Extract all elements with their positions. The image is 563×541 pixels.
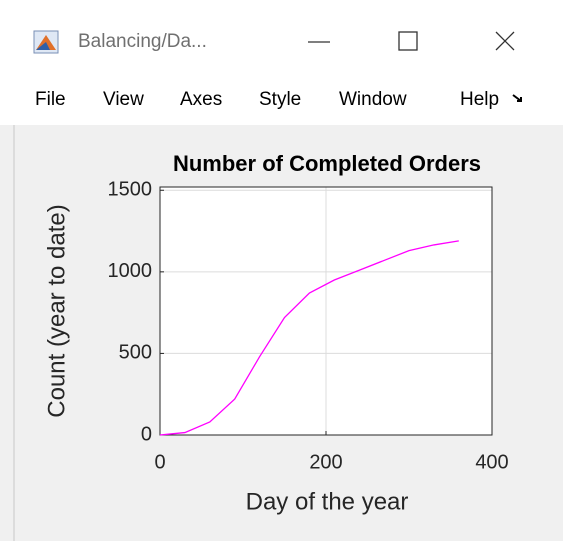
x-tick-label: 400	[475, 451, 508, 473]
toolbar-toggle[interactable]	[512, 94, 522, 102]
y-tick-label: 1500	[108, 179, 153, 201]
x-tick-label: 200	[309, 451, 342, 473]
x-tick-label: 0	[154, 451, 165, 473]
x-axis-label: Day of the year	[246, 488, 409, 515]
maximize-button[interactable]	[398, 31, 418, 51]
data-line	[159, 240, 459, 436]
y-tick-label: 500	[119, 342, 152, 364]
menu-item[interactable]: Axes	[180, 89, 222, 110]
menu-item[interactable]: Style	[259, 89, 301, 110]
y-tick-label: 1000	[108, 260, 153, 282]
menu-item[interactable]: Window	[339, 89, 407, 110]
title-and-menu-bar	[0, 0, 563, 125]
app-icon	[33, 30, 59, 54]
menu-bar: File View Axes Style Window Help	[35, 89, 499, 110]
y-axis-label: Count (year to date)	[43, 204, 70, 417]
chart-title: Number of Completed Orders	[173, 151, 481, 176]
menu-item[interactable]: View	[103, 89, 144, 110]
window-title: Balancing/Da...	[78, 31, 207, 52]
y-tick-label: 0	[141, 423, 152, 445]
close-button[interactable]	[495, 31, 515, 51]
axes-box	[159, 186, 493, 436]
menu-item[interactable]: Help	[460, 89, 499, 110]
menu-item[interactable]: File	[35, 89, 66, 110]
